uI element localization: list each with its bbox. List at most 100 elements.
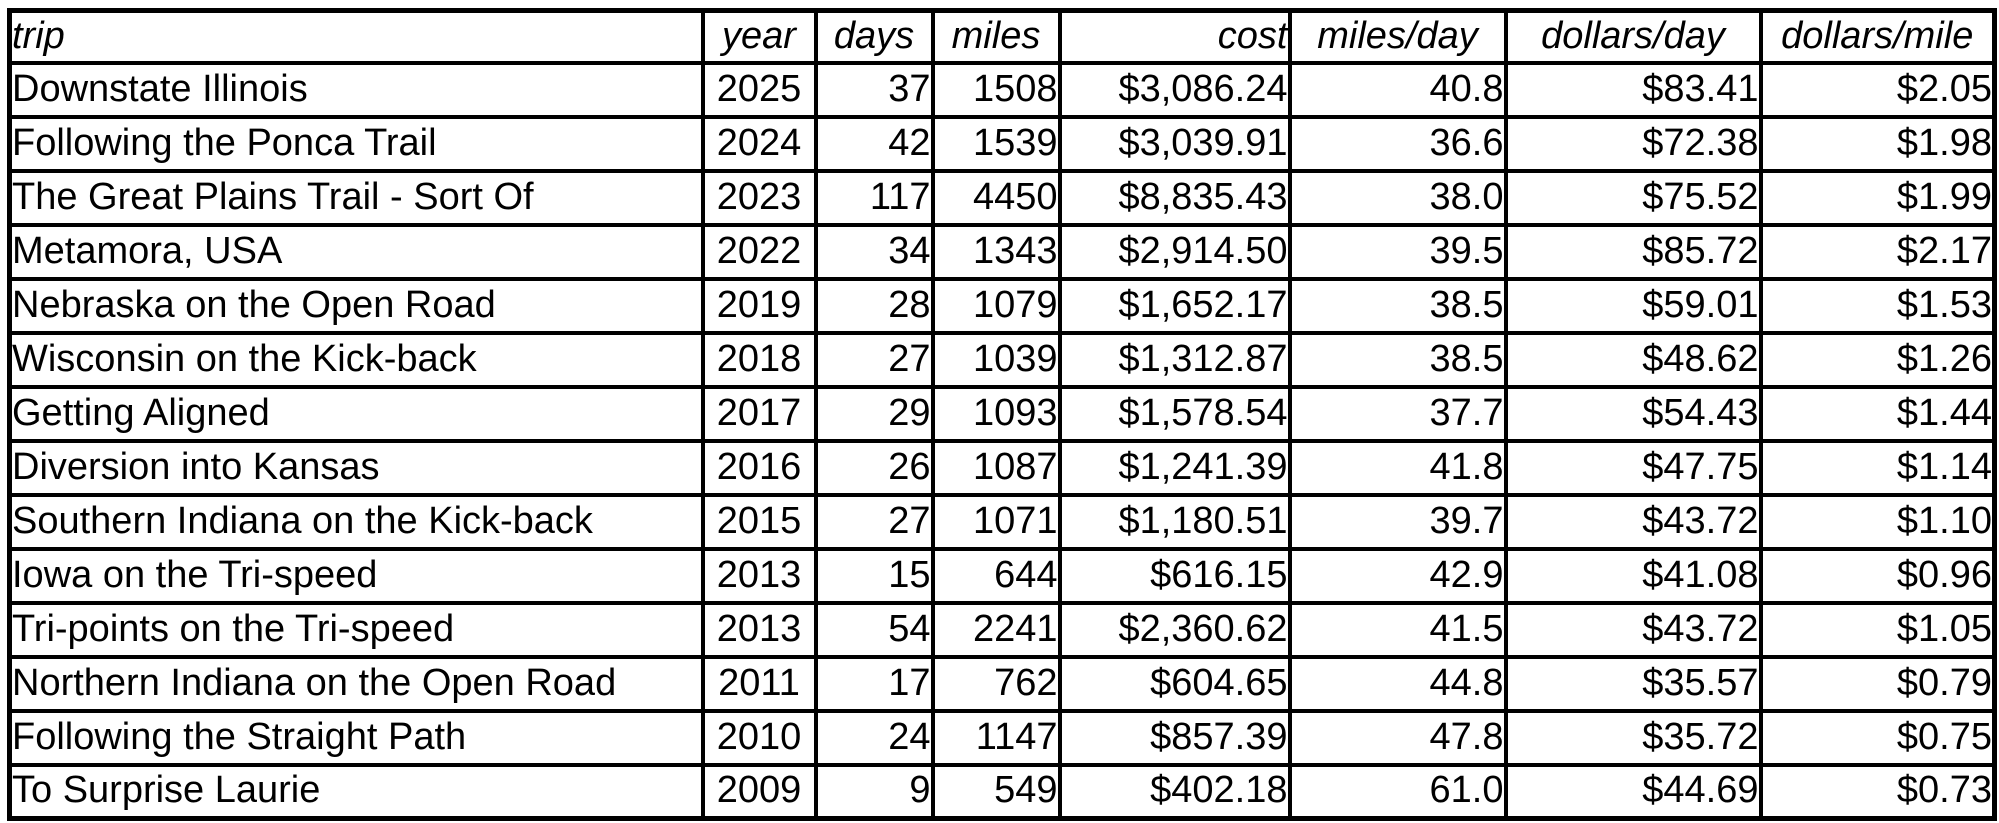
cell-days: 26 (813, 438, 935, 497)
cell-miles: 1508 (930, 60, 1062, 119)
cell-year: 2011 (700, 654, 818, 713)
cell-miles_per_day: 38.5 (1287, 276, 1508, 335)
cell-dollars_per_day: $43.72 (1503, 492, 1763, 551)
cell-miles: 4450 (930, 168, 1062, 227)
cell-dollars_per_day: $35.72 (1503, 708, 1763, 767)
cell-trip: Getting Aligned (7, 384, 705, 443)
cell-days: 9 (813, 762, 935, 821)
cell-miles: 1147 (930, 708, 1062, 767)
cell-miles: 1539 (930, 114, 1062, 173)
cell-days: 15 (813, 546, 935, 605)
table-row: Tri-points on the Tri-speed 2013 54 2241 $2,… (7, 600, 1997, 659)
cell-year: 2015 (700, 492, 818, 551)
table-body: Downstate Illinois 2025 37 1508 $3,086.24 40.… (7, 60, 1997, 821)
cell-cost: $604.65 (1057, 654, 1292, 713)
table-row: Wisconsin on the Kick-back 2018 27 1039 $1,3… (7, 330, 1997, 389)
table-row: Getting Aligned 2017 29 1093 $1,578.54 37.7 $5… (7, 384, 1997, 443)
cell-trip: Following the Straight Path (7, 708, 705, 767)
cell-days: 117 (813, 168, 935, 227)
cell-days: 29 (813, 384, 935, 443)
cell-year: 2022 (700, 222, 818, 281)
cell-cost: $1,578.54 (1057, 384, 1292, 443)
cell-miles_per_day: 37.7 (1287, 384, 1508, 443)
cell-cost: $3,086.24 (1057, 60, 1292, 119)
cell-days: 34 (813, 222, 935, 281)
header-days: days (813, 8, 935, 65)
cell-miles_per_day: 61.0 (1287, 762, 1508, 821)
cell-year: 2024 (700, 114, 818, 173)
cell-miles: 644 (930, 546, 1062, 605)
cell-dollars_per_mile: $0.79 (1758, 654, 1997, 713)
cell-miles_per_day: 36.6 (1287, 114, 1508, 173)
cell-dollars_per_mile: $2.05 (1758, 60, 1997, 119)
cell-dollars_per_mile: $1.26 (1758, 330, 1997, 389)
cell-cost: $3,039.91 (1057, 114, 1292, 173)
trip-stats-table: trip year days miles cost miles/day doll… (7, 8, 1997, 821)
cell-dollars_per_mile: $0.75 (1758, 708, 1997, 767)
cell-cost: $1,241.39 (1057, 438, 1292, 497)
cell-miles: 549 (930, 762, 1062, 821)
cell-dollars_per_day: $41.08 (1503, 546, 1763, 605)
cell-trip: Iowa on the Tri-speed (7, 546, 705, 605)
cell-dollars_per_mile: $1.10 (1758, 492, 1997, 551)
cell-dollars_per_mile: $1.14 (1758, 438, 1997, 497)
cell-year: 2013 (700, 546, 818, 605)
cell-year: 2010 (700, 708, 818, 767)
table-row: Southern Indiana on the Kick-back 2015 27 1… (7, 492, 1997, 551)
cell-cost: $2,360.62 (1057, 600, 1292, 659)
table-row: Following the Ponca Trail 2024 42 1539 $3,03… (7, 114, 1997, 173)
table-row: Iowa on the Tri-speed 2013 15 644 $616.15 42.… (7, 546, 1997, 605)
cell-trip: Downstate Illinois (7, 60, 705, 119)
cell-cost: $1,312.87 (1057, 330, 1292, 389)
cell-year: 2025 (700, 60, 818, 119)
cell-year: 2009 (700, 762, 818, 821)
table-row: To Surprise Laurie 2009 9 549 $402.18 61.0 $44… (7, 762, 1997, 821)
cell-dollars_per_day: $43.72 (1503, 600, 1763, 659)
cell-trip: Tri-points on the Tri-speed (7, 600, 705, 659)
cell-cost: $8,835.43 (1057, 168, 1292, 227)
cell-year: 2018 (700, 330, 818, 389)
header-miles-per-day: miles/day (1287, 8, 1508, 65)
cell-days: 37 (813, 60, 935, 119)
cell-days: 17 (813, 654, 935, 713)
cell-year: 2016 (700, 438, 818, 497)
cell-cost: $616.15 (1057, 546, 1292, 605)
cell-miles: 1087 (930, 438, 1062, 497)
cell-days: 42 (813, 114, 935, 173)
cell-dollars_per_day: $48.62 (1503, 330, 1763, 389)
cell-miles: 1071 (930, 492, 1062, 551)
cell-cost: $402.18 (1057, 762, 1292, 821)
cell-miles_per_day: 42.9 (1287, 546, 1508, 605)
cell-miles_per_day: 40.8 (1287, 60, 1508, 119)
table-row: Downstate Illinois 2025 37 1508 $3,086.24 40.… (7, 60, 1997, 119)
trip-spreadsheet: trip year days miles cost miles/day doll… (7, 8, 1997, 821)
cell-year: 2013 (700, 600, 818, 659)
table-row: The Great Plains Trail - Sort Of 2023 117 4… (7, 168, 1997, 227)
cell-dollars_per_mile: $1.99 (1758, 168, 1997, 227)
header-dollars-per-mile: dollars/mile (1758, 8, 1997, 65)
cell-dollars_per_mile: $0.73 (1758, 762, 1997, 821)
cell-trip: Following the Ponca Trail (7, 114, 705, 173)
cell-miles_per_day: 47.8 (1287, 708, 1508, 767)
table-row: Metamora, USA 2022 34 1343 $2,914.50 39.5 $85.… (7, 222, 1997, 281)
cell-days: 54 (813, 600, 935, 659)
cell-dollars_per_day: $44.69 (1503, 762, 1763, 821)
cell-year: 2019 (700, 276, 818, 335)
cell-dollars_per_day: $75.52 (1503, 168, 1763, 227)
cell-cost: $2,914.50 (1057, 222, 1292, 281)
cell-trip: Diversion into Kansas (7, 438, 705, 497)
cell-trip: Nebraska on the Open Road (7, 276, 705, 335)
header-trip: trip (7, 8, 705, 65)
cell-dollars_per_mile: $1.05 (1758, 600, 1997, 659)
cell-miles: 2241 (930, 600, 1062, 659)
cell-cost: $1,180.51 (1057, 492, 1292, 551)
cell-dollars_per_mile: $1.53 (1758, 276, 1997, 335)
cell-miles: 1079 (930, 276, 1062, 335)
cell-trip: To Surprise Laurie (7, 762, 705, 821)
cell-days: 27 (813, 492, 935, 551)
cell-miles_per_day: 39.7 (1287, 492, 1508, 551)
cell-cost: $1,652.17 (1057, 276, 1292, 335)
cell-year: 2023 (700, 168, 818, 227)
cell-dollars_per_day: $72.38 (1503, 114, 1763, 173)
cell-miles_per_day: 41.5 (1287, 600, 1508, 659)
